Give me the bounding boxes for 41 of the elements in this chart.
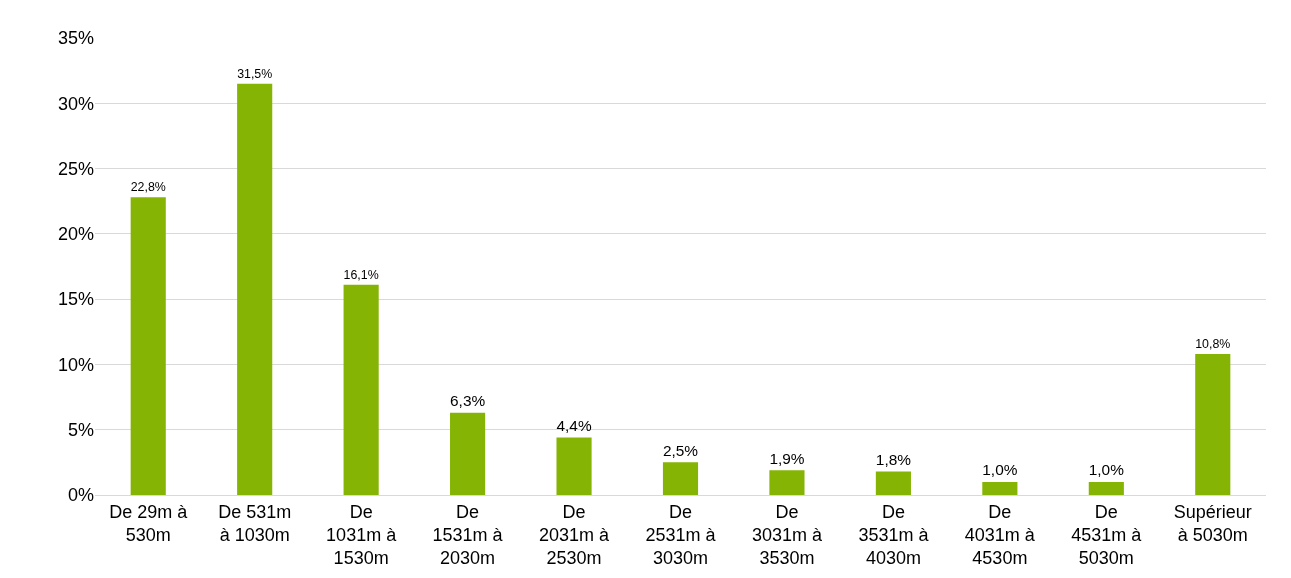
y-tick-label: 5%	[67, 420, 94, 441]
data-label: 1,0%	[982, 461, 1018, 479]
y-tick-label: 30%	[57, 93, 94, 114]
x-tick-label: De 4531m à 5030m	[1071, 501, 1143, 569]
bar	[1195, 353, 1231, 495]
x-tick-label: De 531m à 1030m	[218, 501, 292, 545]
data-label: 1,9%	[769, 449, 805, 467]
x-tick-label: De 1531m à 2030m	[432, 501, 504, 569]
y-tick-label: 10%	[57, 354, 94, 375]
y-tick-label: 35%	[57, 28, 94, 49]
data-label: 10,8%	[1195, 337, 1231, 352]
data-label: 1,8%	[875, 450, 912, 468]
y-tick-label: 25%	[57, 158, 94, 179]
data-label: 4,4%	[556, 416, 592, 434]
y-tick-label: 20%	[57, 224, 94, 245]
x-tick-label: De 4031m à 4530m	[964, 501, 1036, 569]
data-label: 31,5%	[237, 66, 273, 81]
x-tick-label: De 1031m à 1530m	[326, 501, 398, 569]
bar	[237, 83, 273, 495]
bar	[343, 284, 379, 495]
data-label: 22,8%	[130, 180, 166, 195]
bar	[769, 470, 805, 495]
y-tick-label: 15%	[57, 289, 94, 310]
data-label: 2,5%	[662, 441, 699, 459]
bar	[450, 412, 486, 495]
data-label: 16,1%	[343, 267, 379, 282]
bar	[875, 471, 911, 495]
data-label: 1,0%	[1088, 461, 1125, 479]
bar	[1088, 481, 1124, 495]
x-tick-label: De 3531m à 4030m	[858, 501, 930, 569]
x-tick-label: De 3031m à 3530m	[751, 501, 823, 569]
x-tick-label: De 2031m à 2530m	[539, 501, 611, 569]
y-tick-label: 0%	[67, 485, 94, 506]
bar	[130, 197, 166, 495]
bar	[982, 481, 1018, 495]
bar	[556, 437, 592, 495]
data-label: 6,3%	[450, 392, 486, 410]
bar	[662, 462, 699, 495]
x-tick-label: De 29m à 530m	[109, 501, 189, 545]
x-tick-label: Supérieur à 5030m	[1173, 501, 1252, 545]
x-tick-label: De 2531m à 3030m	[645, 501, 717, 569]
